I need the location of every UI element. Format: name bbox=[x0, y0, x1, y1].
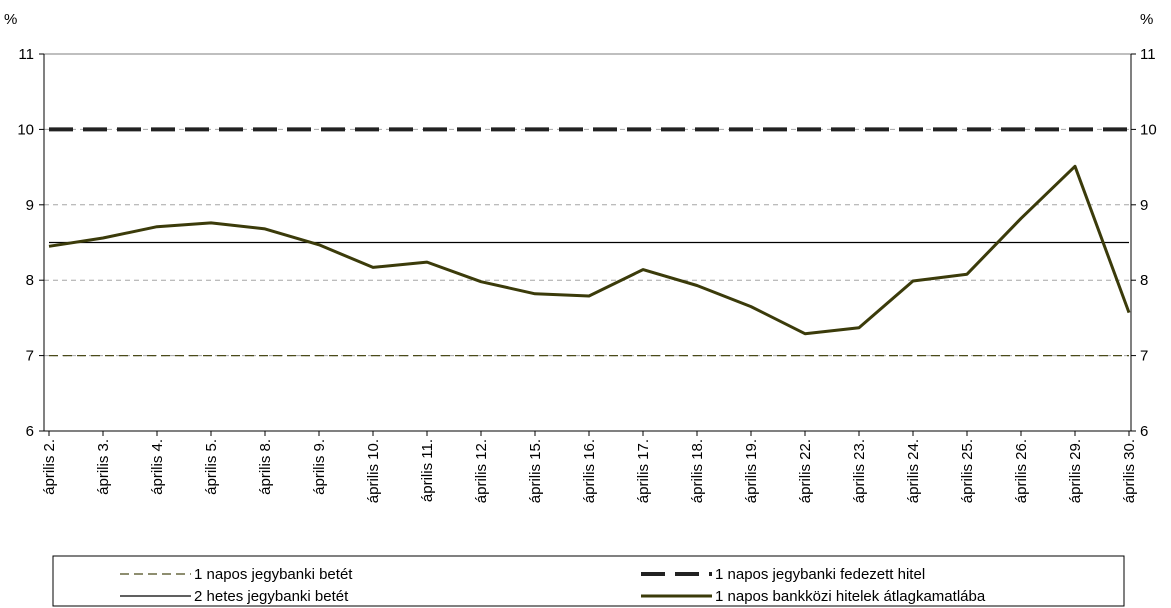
y-tick-label-left: 8 bbox=[26, 272, 34, 289]
y-tick-label-left: 7 bbox=[26, 348, 34, 365]
x-tick-label: április 8. bbox=[257, 439, 274, 495]
x-tick-label: április 11. bbox=[419, 439, 436, 502]
x-tick-label: április 10. bbox=[365, 439, 382, 503]
x-tick-label: április 5. bbox=[203, 439, 220, 495]
y-tick-label-left: 11 bbox=[18, 46, 34, 63]
y-tick-label-right: 7 bbox=[1140, 348, 1148, 365]
series-line bbox=[48, 164, 1131, 336]
x-tick-label: április 9. bbox=[311, 439, 328, 495]
x-tick-label: április 15. bbox=[527, 439, 544, 503]
x-tick-label: április 23. bbox=[851, 439, 868, 503]
series-lines bbox=[48, 127, 1131, 357]
x-tick-label: április 17. bbox=[635, 439, 652, 503]
legend-box bbox=[52, 555, 1125, 607]
x-tick-label: április 12. bbox=[473, 439, 490, 503]
x-tick-label: április 29. bbox=[1067, 439, 1084, 503]
x-tick-label: április 4. bbox=[149, 439, 166, 495]
x-axis-ticks: április 2. április 3. április 4. április 5.… bbox=[41, 431, 1138, 503]
x-tick-label: április 19. bbox=[743, 439, 760, 503]
legend-label: 1 napos jegybanki betét bbox=[194, 566, 353, 583]
y-tick-label-left: 10 bbox=[17, 121, 34, 138]
y-axis-ticks: 6 6 7 7 8 8 9 9 10 10 11 11 bbox=[17, 46, 1156, 440]
y-tick-label-left: 6 bbox=[26, 423, 34, 440]
x-tick-label: április 26. bbox=[1013, 439, 1030, 503]
right-unit-label: % bbox=[1140, 11, 1153, 28]
y-tick-label-right: 6 bbox=[1140, 423, 1148, 440]
x-tick-label: április 30. bbox=[1121, 439, 1138, 503]
y-tick-label-right: 8 bbox=[1140, 272, 1148, 289]
y-tick-label-right: 10 bbox=[1140, 121, 1157, 138]
x-tick-label: április 25. bbox=[959, 439, 976, 503]
y-tick-label-right: 9 bbox=[1140, 197, 1148, 214]
legend-label: 1 napos bankközi hitelek átlagkamatlába bbox=[715, 588, 986, 605]
legend: 1 napos jegybanki betét 1 napos jegybanki… bbox=[52, 555, 1125, 607]
x-tick-label: április 18. bbox=[689, 439, 706, 503]
left-unit-label: % bbox=[4, 11, 17, 28]
y-tick-label-left: 9 bbox=[26, 197, 34, 214]
x-tick-label: április 22. bbox=[797, 439, 814, 503]
x-tick-label: április 3. bbox=[95, 439, 112, 495]
legend-label: 1 napos jegybanki fedezett hitel bbox=[715, 566, 925, 583]
legend-label: 2 hetes jegybanki betét bbox=[194, 588, 349, 605]
y-tick-label-right: 11 bbox=[1140, 46, 1156, 63]
x-tick-label: április 24. bbox=[905, 439, 922, 503]
x-tick-label: április 2. bbox=[41, 439, 58, 495]
x-tick-label: április 16. bbox=[581, 439, 598, 503]
